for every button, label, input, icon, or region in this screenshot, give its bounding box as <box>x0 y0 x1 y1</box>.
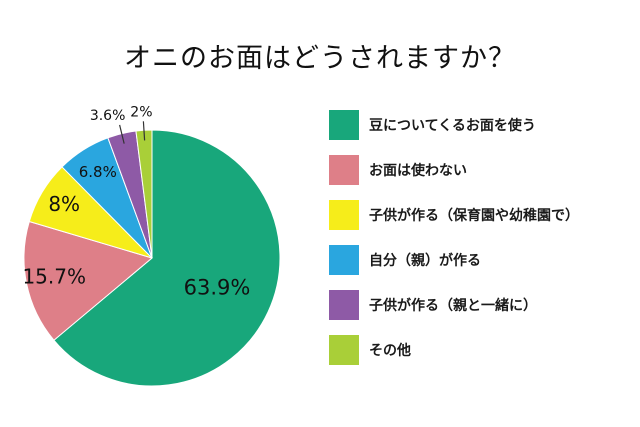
legend-swatch <box>329 155 359 185</box>
legend-label: その他 <box>369 343 411 359</box>
chart-title: オニのお面はどうされますか？ <box>124 43 516 74</box>
pie-slice <box>23 220 154 341</box>
legend-label: 自分（親）が作る <box>369 253 481 269</box>
legend-label: 子供が作る（親と一緒に） <box>369 298 537 314</box>
data-label: 63.9% <box>184 275 251 299</box>
leader-line <box>119 124 125 144</box>
data-label: 6.8% <box>79 163 117 181</box>
legend-label: 子供が作る（保育園や幼稚園で） <box>369 208 579 224</box>
legend-swatch <box>329 200 359 230</box>
legend-label: お面は使わない <box>369 163 467 179</box>
leader-line <box>142 121 146 141</box>
data-label: 15.7% <box>22 265 86 289</box>
data-label: 3.6% <box>90 108 126 124</box>
legend-swatch <box>329 245 359 275</box>
data-label: 2% <box>130 104 152 120</box>
pie-slice <box>53 129 281 387</box>
legend-swatch <box>329 290 359 320</box>
legend-swatch <box>329 335 359 365</box>
legend-label: 豆についてくるお面を使う <box>369 118 536 134</box>
legend-swatch <box>329 110 359 140</box>
data-label: 8% <box>48 192 80 216</box>
